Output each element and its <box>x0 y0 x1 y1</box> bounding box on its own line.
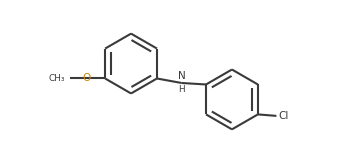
Text: H: H <box>178 85 185 94</box>
Text: O: O <box>82 74 91 84</box>
Text: N: N <box>177 71 185 81</box>
Text: CH₃: CH₃ <box>48 74 65 83</box>
Text: Cl: Cl <box>279 111 289 121</box>
